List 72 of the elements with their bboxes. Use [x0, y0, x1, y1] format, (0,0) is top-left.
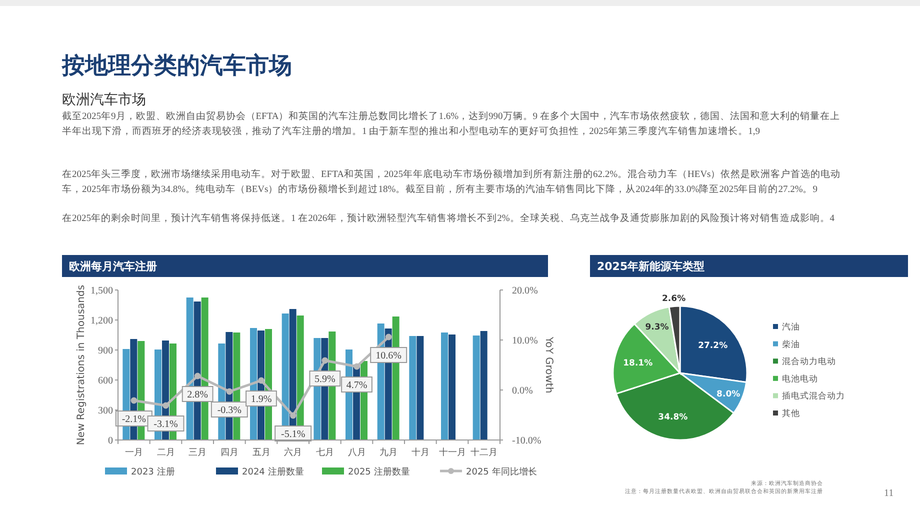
legend-label: 其他 [782, 408, 800, 419]
x-tick-label: 十二月 [470, 447, 498, 458]
legend-label: 插电式混合动力 [782, 390, 845, 402]
text: 在2025年的剩余时间里，预计汽车销售将保持低迷。1 在2026年，预计欧洲轻型汽车销售将增长不到2%。全球关税、乌克兰战争及通货膨胀加剧的风险预计将对销售造成影响。4 [62, 212, 836, 226]
data-label: 18.1% [623, 358, 654, 369]
y2-tick-label: 20.0% [512, 286, 538, 296]
point [290, 412, 296, 419]
x-tick-label: 四月 [220, 448, 238, 458]
text: 11 [884, 488, 894, 499]
y2-tick-label: 0.0% [512, 386, 533, 396]
point [194, 372, 201, 380]
y2-axis-title: YoY Growth [543, 336, 554, 394]
y-tick-label: 0 [108, 436, 113, 446]
bar [441, 332, 448, 440]
data-label: 1.9% [250, 394, 272, 405]
bar [409, 336, 416, 440]
x-tick-label: 五月 [252, 448, 270, 458]
data-label: 27.2% [698, 340, 728, 351]
text: 欧洲汽车市场 [62, 91, 146, 109]
bar [416, 336, 424, 440]
data-label: -0.3% [217, 405, 242, 416]
data-label: 5.9% [314, 374, 336, 385]
y-tick-label: 1,500 [90, 286, 113, 296]
x-tick-label: 八月 [348, 447, 366, 458]
text: 截至2025年9月，欧盟、欧洲自由贸易协会（EFTA）和英国的汽车注册总数同比增长了1.6%，达到990万辆。9 在多个大国中，汽车市场依然疲软，德国、法国和意大利的销量在上半年出现下滑，而西班牙的经济表现较强，推动了汽车注册的增加。1 由于新车型的推出和小型电动车的更好可负担性，2025年第三季度汽车销售加速增长。1,9 [62, 110, 841, 139]
data-label: 34.8% [658, 412, 688, 422]
chart-title: 2025年新能源车类型 [597, 260, 705, 273]
x-tick-label: 七月 [316, 447, 334, 458]
legend-label: 柴油 [782, 338, 800, 350]
x-tick-label: 十月 [411, 447, 430, 458]
point [130, 397, 138, 404]
y-axis-title: New Registrations in Thousands [76, 284, 87, 446]
data-label: 4.7% [346, 380, 368, 391]
point [258, 377, 264, 384]
bar [472, 336, 480, 440]
legend-label: 混合动力电动 [782, 356, 836, 368]
x-tick-label: 十一月 [438, 447, 466, 458]
legend-label: 2024 注册数量 [242, 466, 304, 478]
y2-tick-label: 10.0% [512, 336, 538, 346]
chart-title: 欧洲每月汽车注册 [69, 260, 157, 273]
y2-tick-label: -10.0% [512, 436, 542, 446]
data-label: 8.0% [716, 389, 741, 400]
data-label: -5.1% [280, 429, 306, 440]
point [162, 402, 169, 409]
point [322, 357, 328, 364]
y-tick-label: 600 [98, 376, 113, 386]
legend-label: 汽油 [782, 322, 800, 332]
data-label: -3.1% [154, 419, 178, 430]
data-label: -2.1% [122, 414, 146, 425]
y-tick-label: 900 [98, 346, 113, 356]
point [226, 388, 233, 395]
legend-label: 2025 年同比增长 [466, 466, 537, 478]
y-tick-label: 1,200 [90, 316, 113, 326]
x-tick-label: 六月 [284, 447, 302, 458]
point [385, 334, 392, 340]
point [354, 363, 360, 370]
x-tick-label: 三月 [188, 448, 207, 458]
legend-label: 2025 注册数量 [348, 466, 410, 478]
bar [448, 334, 456, 440]
data-label: 2.8% [187, 390, 208, 400]
data-label: 2.6% [662, 294, 686, 304]
data-label: 9.3% [645, 322, 670, 333]
text: 按地理分类的汽车市场 [62, 52, 292, 81]
legend-label: 电池电动 [782, 373, 818, 384]
data-label: 10.6% [376, 350, 402, 362]
text: 在2025年头三季度，欧洲市场继续采用电动车。对于欧盟、EFTA和英国，2025年年底电动车市场份额增加到所有新注册的62.2%。混合动力车（HEVs）依然是欧洲客户首选的电动车，2025年市场份额为34.8%。纯电动车（BEVs）的市场份额增长到超过18%。截至目前，所有主要市场的汽油车销售同比下降，从2024年的33.0%降至2025年目前的27.2%。9 [62, 168, 842, 197]
x-tick-label: 二月 [156, 448, 175, 458]
x-tick-label: 九月 [380, 447, 398, 458]
bar [480, 331, 488, 440]
x-tick-label: 一月 [124, 448, 143, 458]
y-tick-label: 300 [98, 406, 113, 416]
legend-label: 2023 注册 [131, 466, 175, 478]
